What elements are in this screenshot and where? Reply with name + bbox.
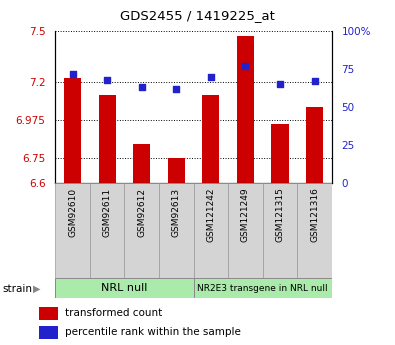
Text: GSM92610: GSM92610 [68, 188, 77, 237]
Bar [98, 95, 116, 183]
Text: NR2E3 transgene in NRL null: NR2E3 transgene in NRL null [198, 284, 328, 293]
Bar [194, 278, 332, 298]
Text: ▶: ▶ [33, 284, 40, 294]
Bar [237, 36, 254, 183]
Text: GSM121316: GSM121316 [310, 188, 319, 243]
Text: percentile rank within the sample: percentile rank within the sample [65, 327, 241, 337]
Text: NRL null: NRL null [101, 283, 148, 293]
Text: strain: strain [2, 284, 32, 294]
Point [277, 81, 283, 87]
Bar [159, 183, 194, 278]
Text: GSM92611: GSM92611 [103, 188, 112, 237]
Bar [228, 183, 263, 278]
Bar [167, 158, 185, 183]
Point [139, 85, 145, 90]
Text: GDS2455 / 1419225_at: GDS2455 / 1419225_at [120, 9, 275, 22]
Text: GSM121315: GSM121315 [275, 188, 284, 243]
Point [173, 86, 179, 91]
Bar [194, 183, 228, 278]
Bar [64, 78, 81, 183]
Bar [297, 183, 332, 278]
Bar [124, 183, 159, 278]
Bar [39, 307, 58, 319]
Bar [263, 183, 297, 278]
Text: GSM121249: GSM121249 [241, 188, 250, 242]
Bar [55, 278, 194, 298]
Bar [202, 95, 220, 183]
Text: GSM121242: GSM121242 [206, 188, 215, 242]
Point [104, 77, 110, 82]
Bar [55, 183, 90, 278]
Bar [90, 183, 124, 278]
Bar [39, 326, 58, 338]
Text: GSM92612: GSM92612 [137, 188, 146, 237]
Text: GSM92613: GSM92613 [172, 188, 181, 237]
Point [208, 74, 214, 79]
Point [70, 71, 76, 76]
Bar [271, 124, 289, 183]
Bar [306, 107, 323, 183]
Bar [133, 144, 150, 183]
Text: transformed count: transformed count [65, 308, 162, 318]
Point [311, 78, 318, 84]
Point [242, 63, 248, 69]
